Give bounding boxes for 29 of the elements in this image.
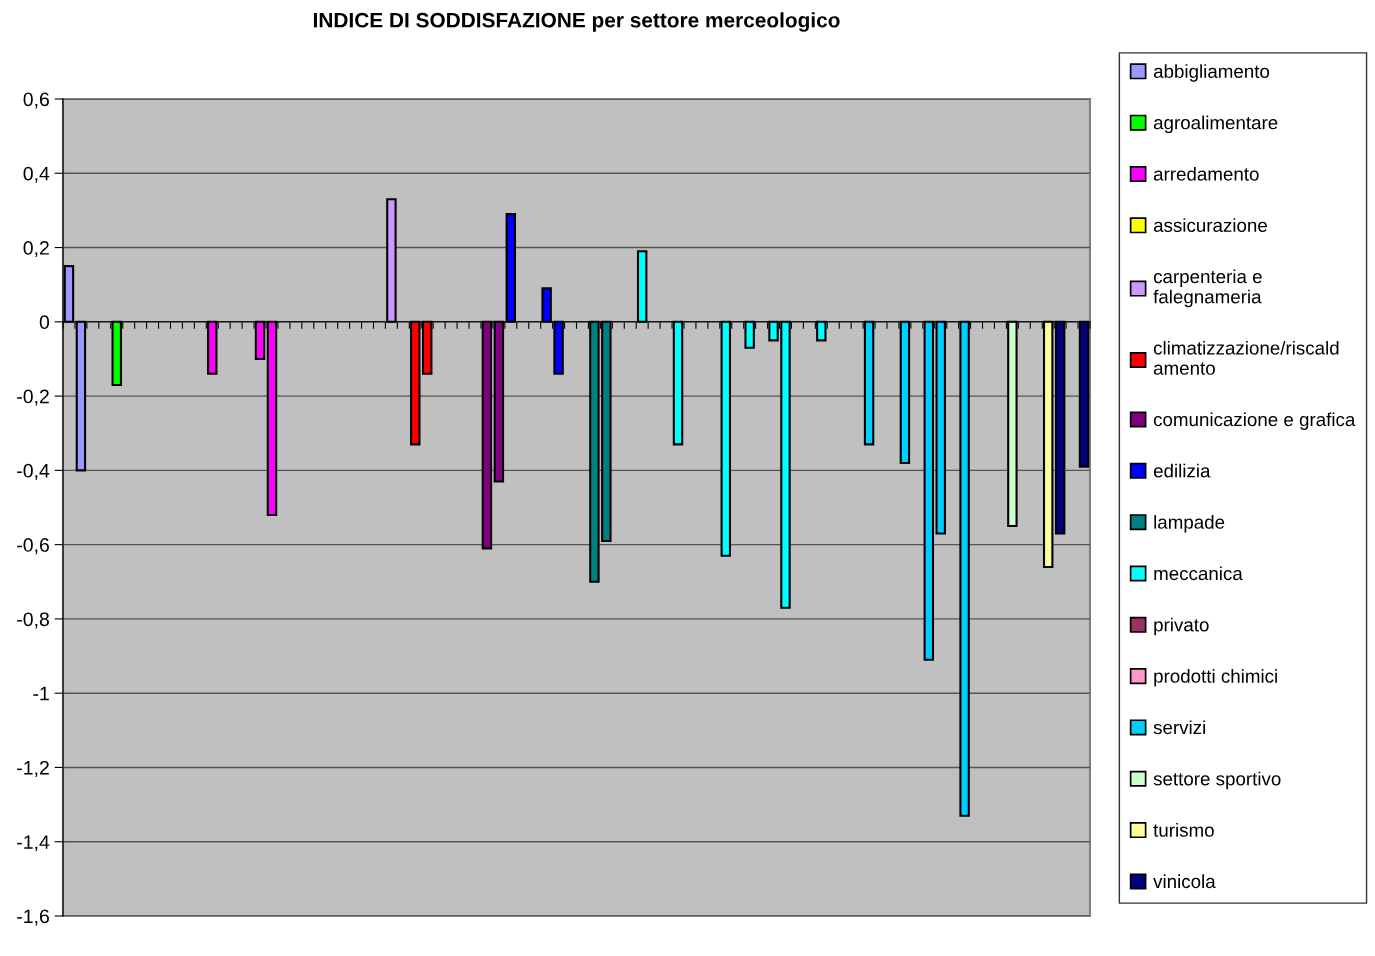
legend-label: settore sportivo [1153,771,1281,790]
legend-label: abbigliamento [1153,64,1270,82]
legend-label: edilizia [1153,463,1211,478]
y-tick-label: -1,2 [17,760,49,777]
y-tick-label: 0,2 [23,241,49,258]
legend-label: climatizzazione/riscaldamento [1153,340,1339,375]
legend-label: meccanica [1154,566,1243,581]
y-tick-label: -1,6 [17,909,49,926]
y-tick-label: -0,6 [17,538,49,555]
legend-label: carpenteria e falegnameria [1153,269,1262,308]
legend-label: comunicazione e grafica [1153,412,1356,430]
legend-label: servizi [1153,720,1205,735]
y-tick-label: 0,4 [23,166,50,183]
legend-label: privato [1154,617,1209,636]
legend-label: arredamento [1153,166,1259,181]
legend-label: vinicola [1153,874,1216,889]
legend-label: lampade [1154,515,1225,533]
y-tick-label: -1,4 [17,835,50,852]
y-tick-label: -0,8 [17,612,49,629]
legend-label: assicurazione [1153,218,1267,233]
legend-label: agroalimentare [1153,115,1278,134]
y-tick-label: 0,6 [23,92,49,109]
legend-label: turismo [1153,823,1214,837]
legend-label: prodotti chimici [1154,669,1277,687]
chart-title: INDICE DI SODDISFAZIONE per settore merceologico [313,12,840,32]
y-tick-label: -1 [33,686,49,701]
y-tick-label: 0 [39,315,50,330]
y-tick-label: -0,2 [17,389,49,406]
y-tick-label: -0,4 [17,463,50,480]
